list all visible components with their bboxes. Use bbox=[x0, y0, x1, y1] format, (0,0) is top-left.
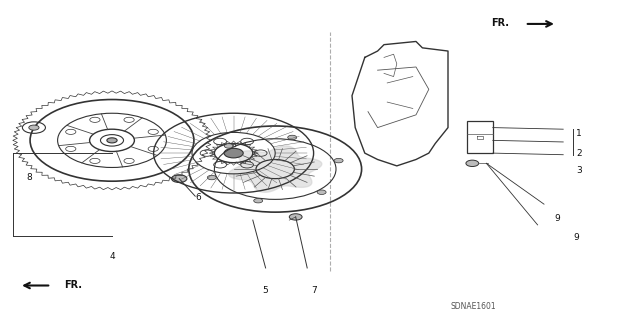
Circle shape bbox=[288, 135, 297, 140]
Text: H: H bbox=[231, 143, 236, 148]
Text: 9: 9 bbox=[573, 233, 579, 242]
Text: 1: 1 bbox=[577, 130, 582, 138]
Text: 4: 4 bbox=[109, 252, 115, 261]
Circle shape bbox=[224, 148, 243, 158]
Text: 9: 9 bbox=[554, 214, 559, 223]
Circle shape bbox=[466, 160, 479, 167]
Text: 6: 6 bbox=[196, 193, 201, 202]
Circle shape bbox=[207, 175, 216, 180]
Circle shape bbox=[29, 125, 39, 130]
Text: FR.: FR. bbox=[491, 18, 509, 28]
Circle shape bbox=[289, 214, 302, 220]
Text: 3: 3 bbox=[577, 166, 582, 175]
Text: 7: 7 bbox=[311, 286, 316, 295]
Text: FR.: FR. bbox=[64, 279, 82, 290]
Circle shape bbox=[334, 158, 343, 163]
Text: 2: 2 bbox=[577, 149, 582, 158]
Circle shape bbox=[224, 144, 233, 148]
Circle shape bbox=[107, 138, 117, 143]
Circle shape bbox=[317, 190, 326, 195]
Text: 5: 5 bbox=[263, 286, 268, 295]
Polygon shape bbox=[228, 146, 322, 192]
Circle shape bbox=[172, 175, 187, 182]
Circle shape bbox=[253, 198, 262, 203]
Text: 8: 8 bbox=[26, 173, 31, 182]
Text: SDNAE1601: SDNAE1601 bbox=[451, 302, 497, 311]
